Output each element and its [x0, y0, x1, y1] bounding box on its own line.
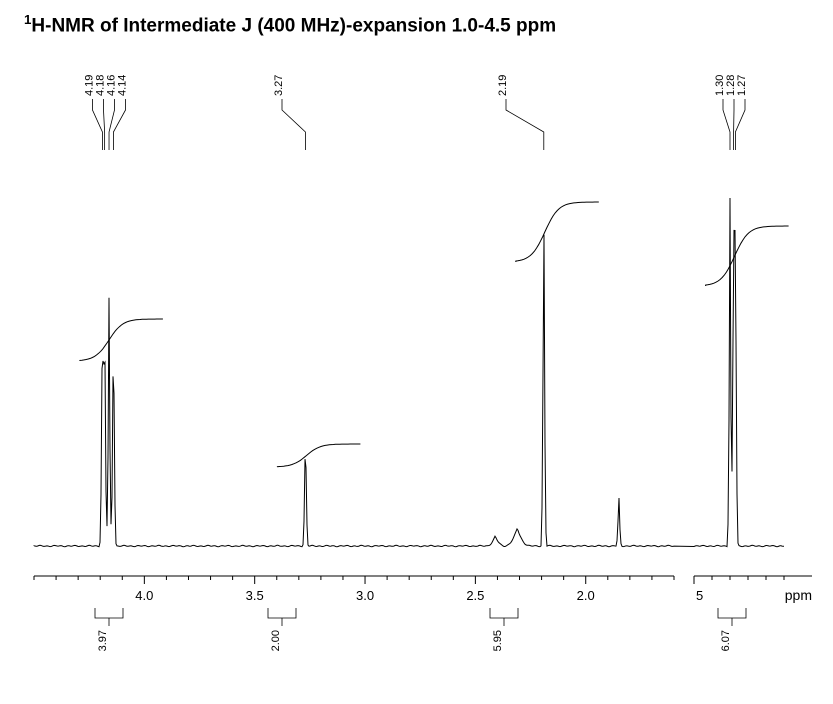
peak-marker-line [113, 99, 125, 150]
peak-marker-line [723, 99, 730, 150]
peak-marker-line [93, 99, 103, 150]
page: 1H-NMR of Intermediate J (400 MHz)-expan… [0, 0, 833, 704]
integral-bracket [268, 608, 296, 618]
peak-ppm-label: 3.27 [273, 75, 285, 96]
axis-tick-label: 3.0 [356, 588, 374, 603]
integral-curve [516, 202, 599, 262]
integral-curve [80, 319, 163, 361]
integral-bracket [490, 608, 518, 618]
nmr-plot: 4.03.53.02.52.05ppm4.194.184.164.143.272… [14, 56, 818, 696]
peak-marker-line [506, 99, 544, 150]
peak-ppm-label: 4.14 [117, 75, 129, 96]
integral-value-label: 5.95 [492, 630, 504, 651]
axis-tick-label: 3.5 [246, 588, 264, 603]
axis-tick-label: 4.0 [135, 588, 153, 603]
integral-value-label: 6.07 [720, 630, 732, 651]
peak-marker-line [735, 99, 745, 150]
integral-curve [277, 444, 360, 467]
axis-tick-label: 2.0 [577, 588, 595, 603]
integral-curve [706, 226, 789, 286]
integral-bracket [95, 608, 123, 618]
integral-bracket [718, 608, 746, 618]
axis-unit-label: ppm [785, 587, 812, 603]
nmr-svg: 4.03.53.02.52.05ppm4.194.184.164.143.272… [14, 56, 818, 696]
peak-ppm-label: 1.27 [736, 75, 748, 96]
axis-tick-label: 5 [696, 588, 703, 603]
spectrum-trace [34, 198, 784, 547]
peak-marker-line [282, 99, 305, 150]
peak-marker-line [104, 99, 105, 150]
page-title: 1H-NMR of Intermediate J (400 MHz)-expan… [24, 12, 556, 37]
integral-value-label: 3.97 [97, 630, 109, 651]
peak-ppm-label: 2.19 [497, 75, 509, 96]
axis-tick-label: 2.5 [466, 588, 484, 603]
integral-value-label: 2.00 [270, 630, 282, 651]
title-text: H-NMR of Intermediate J (400 MHz)-expans… [31, 15, 556, 36]
